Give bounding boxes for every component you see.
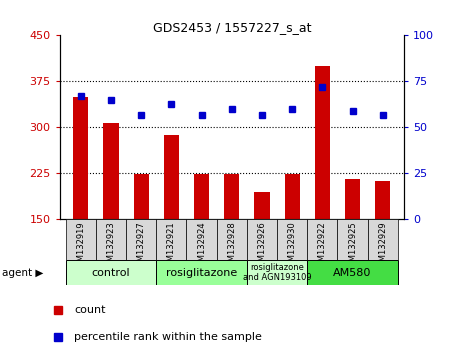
Bar [254,192,269,219]
Bar [375,181,390,219]
Bar [345,179,360,219]
Bar [247,260,307,285]
Text: GSM132926: GSM132926 [257,222,267,272]
Text: rosiglitazone: rosiglitazone [166,268,237,278]
Text: GSM132925: GSM132925 [348,222,357,272]
Text: GSM132921: GSM132921 [167,222,176,272]
Bar [157,260,247,285]
Bar [96,219,126,260]
Bar [134,174,149,219]
Title: GDS2453 / 1557227_s_at: GDS2453 / 1557227_s_at [152,21,311,34]
Bar [157,219,186,260]
Bar [73,97,89,219]
Bar [186,219,217,260]
Bar [307,219,337,260]
Bar [307,260,398,285]
Bar [217,219,247,260]
Text: GSM132924: GSM132924 [197,222,206,272]
Text: agent ▶: agent ▶ [2,268,44,278]
Text: control: control [92,268,130,278]
Bar [103,123,118,219]
Text: GSM132928: GSM132928 [227,222,236,272]
Text: GSM132927: GSM132927 [137,222,146,272]
Bar [66,219,96,260]
Text: rosiglitazone
and AGN193109: rosiglitazone and AGN193109 [243,263,311,282]
Bar [66,260,157,285]
Text: GSM132922: GSM132922 [318,222,327,272]
Bar [247,219,277,260]
Text: GSM132929: GSM132929 [378,222,387,272]
Bar [194,174,209,219]
Text: GSM132930: GSM132930 [288,222,297,272]
Text: GSM132923: GSM132923 [106,222,116,272]
Text: GSM132919: GSM132919 [76,222,85,272]
Bar [126,219,157,260]
Bar [368,219,398,260]
Bar [337,219,368,260]
Text: percentile rank within the sample: percentile rank within the sample [74,332,262,342]
Text: count: count [74,305,106,315]
Bar [315,66,330,219]
Bar [285,174,300,219]
Bar [277,219,307,260]
Text: AM580: AM580 [333,268,372,278]
Bar [164,136,179,219]
Bar [224,174,239,219]
